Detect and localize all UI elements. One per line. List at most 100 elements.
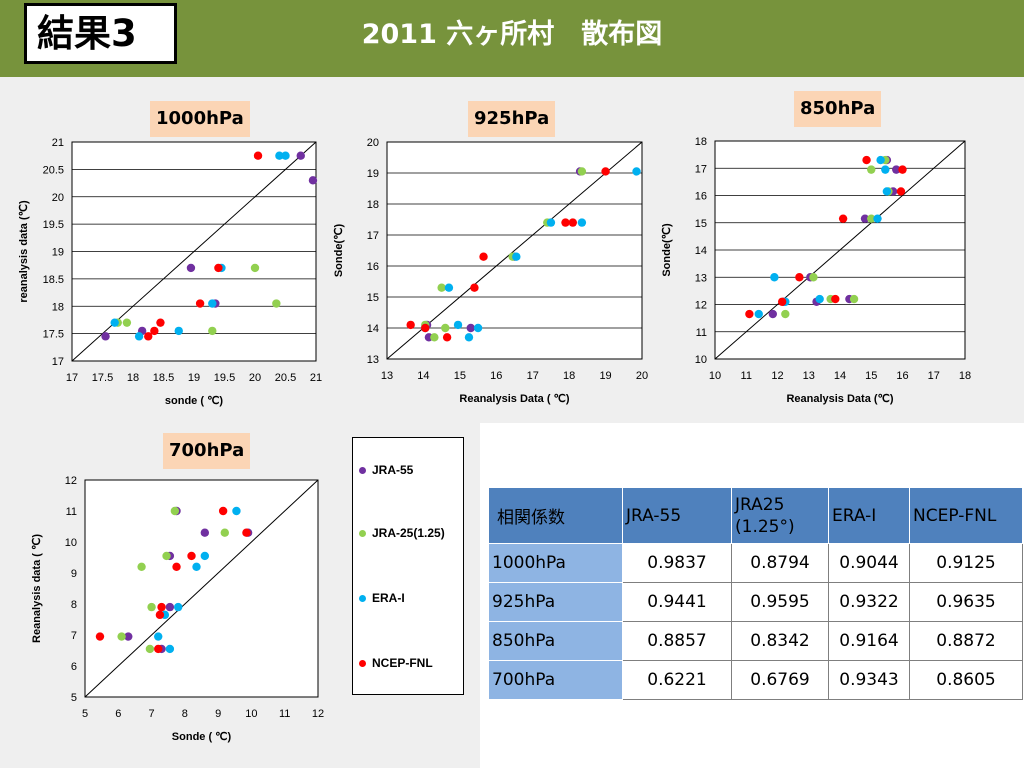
- data-point: [430, 333, 439, 342]
- table-cell: 0.6769: [731, 660, 829, 700]
- y-tick-label: 20: [52, 192, 64, 204]
- data-point: [156, 318, 165, 327]
- chart-badge-1000hpa: 1000hPa: [150, 101, 250, 137]
- data-point: [308, 176, 318, 185]
- y-tick-label: 11: [66, 506, 77, 518]
- y-tick-label: 20: [367, 137, 379, 149]
- data-point: [881, 165, 890, 174]
- legend-item-jra55: JRA-55: [359, 463, 413, 477]
- data-point: [892, 165, 901, 174]
- table-cell: 0.9441: [622, 582, 732, 622]
- table-cell: 0.8342: [731, 621, 829, 661]
- table-row-label: 700hPa: [488, 660, 623, 700]
- x-tick-label: 10: [245, 708, 257, 720]
- data-point: [145, 644, 155, 654]
- legend-dot: [359, 467, 366, 475]
- x-tick-label: 16: [896, 370, 908, 382]
- table-cell: 0.8794: [731, 543, 829, 583]
- slide-title: 2011 六ヶ所村 散布図: [361, 19, 663, 50]
- y-tick-label: 18: [695, 136, 707, 148]
- data-point: [250, 263, 260, 273]
- x-tick-label: 20.5: [275, 372, 296, 384]
- table-row-label: 1000hPa: [488, 543, 623, 583]
- table-header-cell: ERA-I: [828, 487, 910, 544]
- y-axis-label: Sonde(℃): [661, 223, 673, 277]
- reference-line: [714, 140, 966, 360]
- data-point: [876, 155, 885, 165]
- x-tick-label: 17: [527, 370, 539, 382]
- data-point: [453, 320, 463, 330]
- table-cell: 0.9343: [828, 660, 910, 700]
- data-point: [144, 332, 153, 341]
- chart-badge-850hpa: 850hPa: [794, 91, 882, 127]
- data-point: [195, 299, 205, 308]
- table-header-row: 相関係数 JRA-55 JRA25 (1.25°) ERA-I NCEP-FNL: [488, 487, 1023, 544]
- data-point: [896, 187, 906, 196]
- table-row: 925hPa 0.9441 0.9595 0.9322 0.9635: [488, 582, 1023, 622]
- data-point: [873, 214, 882, 223]
- data-point: [862, 155, 871, 165]
- table-header-cell: NCEP-FNL: [909, 487, 1023, 544]
- table-row-label: 850hPa: [488, 621, 623, 661]
- chart-badge-700hpa: 700hPa: [163, 433, 251, 469]
- data-point: [214, 263, 223, 273]
- header-bar: 結果3 2011 六ヶ所村 散布図: [0, 0, 1024, 77]
- data-point: [242, 528, 251, 537]
- y-tick-label: 13: [695, 272, 707, 284]
- data-point: [444, 283, 454, 292]
- data-point: [437, 283, 446, 292]
- table-cell: 0.8605: [909, 660, 1023, 700]
- legend-label: JRA-55: [372, 463, 414, 477]
- data-point: [860, 214, 870, 223]
- data-point: [464, 333, 474, 342]
- data-point: [466, 323, 475, 333]
- data-point: [208, 299, 217, 308]
- x-tick-label: 14: [834, 370, 846, 382]
- data-point: [170, 506, 180, 516]
- data-point: [122, 318, 132, 327]
- y-tick-label: 20.5: [43, 164, 64, 176]
- x-tick-label: 18: [563, 370, 575, 382]
- y-tick-label: 14: [367, 323, 379, 335]
- data-point: [165, 602, 175, 612]
- data-point: [754, 309, 763, 319]
- x-tick-label: 10: [709, 370, 721, 382]
- data-point: [546, 218, 556, 227]
- y-tick-label: 17: [695, 163, 707, 175]
- table-cell: 0.9164: [828, 621, 910, 661]
- x-tick-label: 9: [215, 708, 221, 720]
- y-tick-label: 16: [367, 261, 379, 273]
- data-point: [110, 318, 119, 327]
- legend-label: NCEP-FNL: [372, 656, 433, 670]
- y-tick-label: 6: [71, 661, 77, 673]
- data-point: [172, 562, 181, 571]
- y-tick-label: 13: [367, 354, 379, 366]
- x-tick-label: 19: [599, 370, 611, 382]
- data-point: [124, 632, 133, 641]
- data-point: [137, 562, 146, 571]
- data-point: [632, 167, 641, 176]
- data-point: [174, 602, 183, 612]
- data-point: [200, 528, 210, 537]
- x-tick-label: 20: [636, 370, 648, 382]
- x-tick-label: 14: [417, 370, 429, 382]
- y-tick-label: 8: [71, 599, 77, 611]
- data-point: [815, 294, 824, 304]
- data-point: [809, 273, 818, 282]
- data-point: [406, 320, 415, 330]
- table-row: 1000hPa 0.9837 0.8794 0.9044 0.9125: [488, 543, 1023, 583]
- x-tick-label: 12: [312, 708, 324, 720]
- table-cell: 0.9595: [731, 582, 829, 622]
- x-tick-label: 11: [279, 708, 290, 720]
- y-tick-label: 18.5: [43, 274, 64, 286]
- table-cell: 0.8872: [909, 621, 1023, 661]
- x-axis-label: Reanalysis Data ( ℃): [459, 393, 570, 405]
- data-point: [441, 323, 450, 333]
- y-axis-label: Sonde(℃): [333, 224, 345, 278]
- y-tick-label: 15: [367, 292, 379, 304]
- y-axis-label: reanalysis data (℃): [18, 200, 30, 303]
- x-tick-label: 19: [188, 372, 200, 384]
- y-tick-label: 15: [695, 218, 707, 230]
- data-point: [601, 167, 610, 176]
